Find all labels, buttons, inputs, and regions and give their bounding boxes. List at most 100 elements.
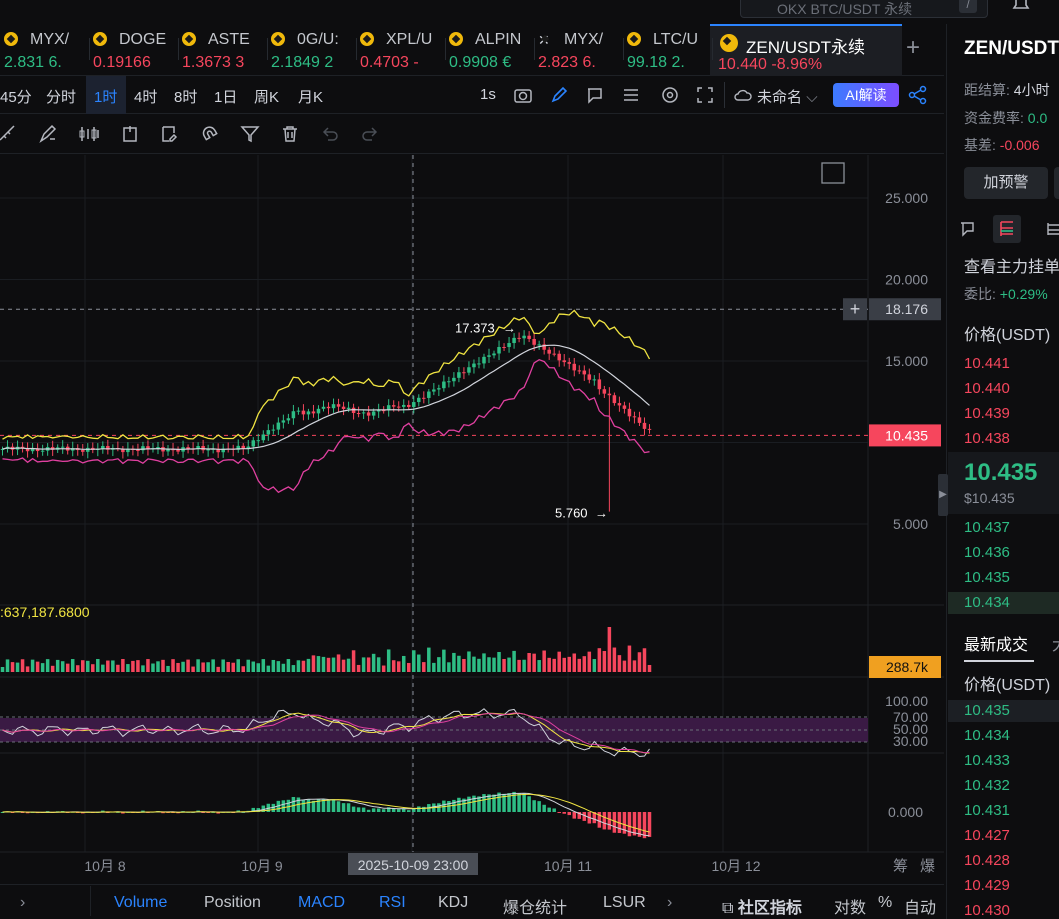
- candles-icon[interactable]: [78, 124, 102, 144]
- brush-icon[interactable]: [38, 124, 58, 144]
- trash-icon[interactable]: [280, 124, 300, 144]
- macd-signal-line: [2, 793, 650, 833]
- trade-price: 10.434: [964, 727, 1010, 744]
- high-arrow: →: [503, 320, 516, 335]
- layout-name-dropdown[interactable]: 未命名 ⌵: [757, 89, 818, 106]
- pencil-icon[interactable]: [550, 86, 570, 104]
- undo-icon[interactable]: [320, 124, 340, 144]
- redo-icon[interactable]: [360, 124, 380, 144]
- candle-body: [80, 450, 85, 452]
- crosshair-price: 18.176: [885, 301, 928, 317]
- add-alert-button[interactable]: 加预警: [964, 167, 1048, 199]
- volume-bar: [126, 664, 130, 672]
- list-icon[interactable]: [621, 86, 641, 104]
- ticker-price: 99.18 2.: [627, 54, 685, 71]
- ticker-tab[interactable]: ALPIN 0.9908 €: [445, 24, 535, 76]
- volume-bar: [396, 661, 401, 672]
- ticker-symbol: XPL/U: [386, 31, 433, 48]
- orderbook-layout-icon[interactable]: [958, 220, 976, 238]
- macd-bar: [637, 812, 642, 837]
- ticker-tab[interactable]: ✕ MYX/2.823 6.: [534, 24, 624, 76]
- ticker-tab-active[interactable]: ZEN/USDT永续 10.440 -8.96%: [710, 24, 902, 76]
- volume-bar: [482, 653, 486, 672]
- filter-icon[interactable]: [240, 124, 260, 144]
- bell-icon[interactable]: [1010, 0, 1032, 12]
- more-button[interactable]: [1054, 167, 1059, 199]
- ticker-tab[interactable]: 0G/U: 2.1849 2: [267, 24, 357, 76]
- volume-bar: [141, 665, 145, 672]
- trade-price: 10.431: [964, 802, 1010, 819]
- recent-trades-title[interactable]: 最新成交: [964, 637, 1029, 654]
- camera-icon[interactable]: [513, 86, 533, 104]
- fullscreen-icon[interactable]: [695, 85, 715, 105]
- candle-body: [547, 349, 551, 354]
- candle-body: [216, 448, 220, 453]
- ticker-tab[interactable]: MYX/2.831 6.: [0, 24, 90, 76]
- volume-bar: [171, 659, 175, 672]
- scroll-right-chevron-icon[interactable]: ›: [667, 894, 673, 911]
- large-trades-tab[interactable]: 大: [1052, 631, 1059, 655]
- comment-icon[interactable]: [585, 86, 605, 104]
- orderbook-bids-icon[interactable]: [1045, 220, 1059, 238]
- community-indicators-button[interactable]: ⧉ 社区指标: [722, 900, 802, 917]
- price-chart[interactable]: 25.000 20.000 15.000 5.000 + 18.176 10.435 17.3…: [0, 155, 944, 880]
- volume-bar: [502, 658, 506, 672]
- log-scale-toggle[interactable]: 对数: [834, 900, 867, 917]
- settings-icon[interactable]: [660, 85, 680, 105]
- measure-icon[interactable]: [120, 124, 140, 144]
- timeframe-0[interactable]: 45分: [0, 89, 32, 106]
- volume-bar: [111, 660, 115, 672]
- auto-scale-toggle[interactable]: 自动: [904, 900, 937, 917]
- note-edit-icon[interactable]: [160, 124, 180, 144]
- ruler-icon[interactable]: [0, 124, 18, 144]
- panel-toggle-handle[interactable]: ▶: [938, 474, 948, 516]
- collapse-chevron-icon[interactable]: ›: [20, 894, 26, 911]
- crosshair-date-tag: [348, 853, 478, 875]
- ai-analysis-button[interactable]: AI解读: [833, 83, 899, 107]
- timeframe-4[interactable]: 8时: [174, 89, 198, 106]
- timeframe-6[interactable]: 周K: [254, 89, 280, 106]
- indicator-tab-lsur[interactable]: LSUR: [603, 894, 646, 911]
- timeframe-5[interactable]: 1日: [214, 89, 238, 106]
- orderbook-both-button[interactable]: [993, 215, 1021, 243]
- candle-body: [25, 448, 30, 452]
- indicator-tab-爆仓统计[interactable]: 爆仓统计: [503, 900, 568, 917]
- volume-bar: [602, 651, 607, 672]
- rsi-tick: 30.00: [893, 733, 928, 749]
- search-box[interactable]: OKX BTC/USDT 永续 /: [740, 0, 988, 18]
- indicator-tab-volume[interactable]: Volume: [114, 894, 168, 911]
- macd-bar: [537, 801, 541, 812]
- volume-bar: [356, 664, 361, 672]
- timeframe-2[interactable]: 1时: [94, 89, 118, 106]
- volume-bar: [567, 656, 572, 672]
- share-icon[interactable]: [908, 85, 928, 105]
- volume-bar: [291, 665, 296, 672]
- add-tab-icon[interactable]: +: [906, 34, 921, 61]
- timeframe-7[interactable]: 月K: [298, 89, 324, 106]
- macd-bar: [642, 812, 647, 839]
- indicator-tab-macd[interactable]: MACD: [298, 894, 346, 911]
- macd-bar: [25, 812, 30, 814]
- indicator-tab-position[interactable]: Position: [204, 894, 261, 911]
- macd-bar: [10, 812, 15, 813]
- ticker-tab[interactable]: ASTE 1.3673 3: [178, 24, 268, 76]
- candle-body: [381, 410, 386, 412]
- price-tick: 15.000: [885, 353, 928, 369]
- big-orders-link[interactable]: 查看主力挂单: [964, 259, 1059, 276]
- macd-bar: [552, 808, 556, 812]
- candle-body: [281, 420, 286, 423]
- magnet-icon[interactable]: [200, 124, 220, 144]
- indicator-tab-kdj[interactable]: KDJ: [438, 894, 469, 911]
- edit-icon: ⧉: [722, 900, 738, 917]
- ticker-tab[interactable]: XPL/U 0.4703 -: [356, 24, 446, 76]
- timeframe-3[interactable]: 4时: [134, 89, 158, 106]
- ask-price: 10.441: [964, 355, 1010, 372]
- volume-bar: [91, 664, 95, 672]
- ticker-tab[interactable]: LTC/U 99.18 2.: [623, 24, 713, 76]
- coin-icon: [93, 32, 107, 46]
- timeframe-1[interactable]: 分时: [46, 89, 77, 106]
- percent-scale-toggle[interactable]: %: [878, 894, 893, 911]
- indicator-tab-rsi[interactable]: RSI: [379, 894, 406, 911]
- interval-button[interactable]: 1s: [480, 86, 496, 103]
- ticker-tab[interactable]: DOGE 0.19166: [89, 24, 179, 76]
